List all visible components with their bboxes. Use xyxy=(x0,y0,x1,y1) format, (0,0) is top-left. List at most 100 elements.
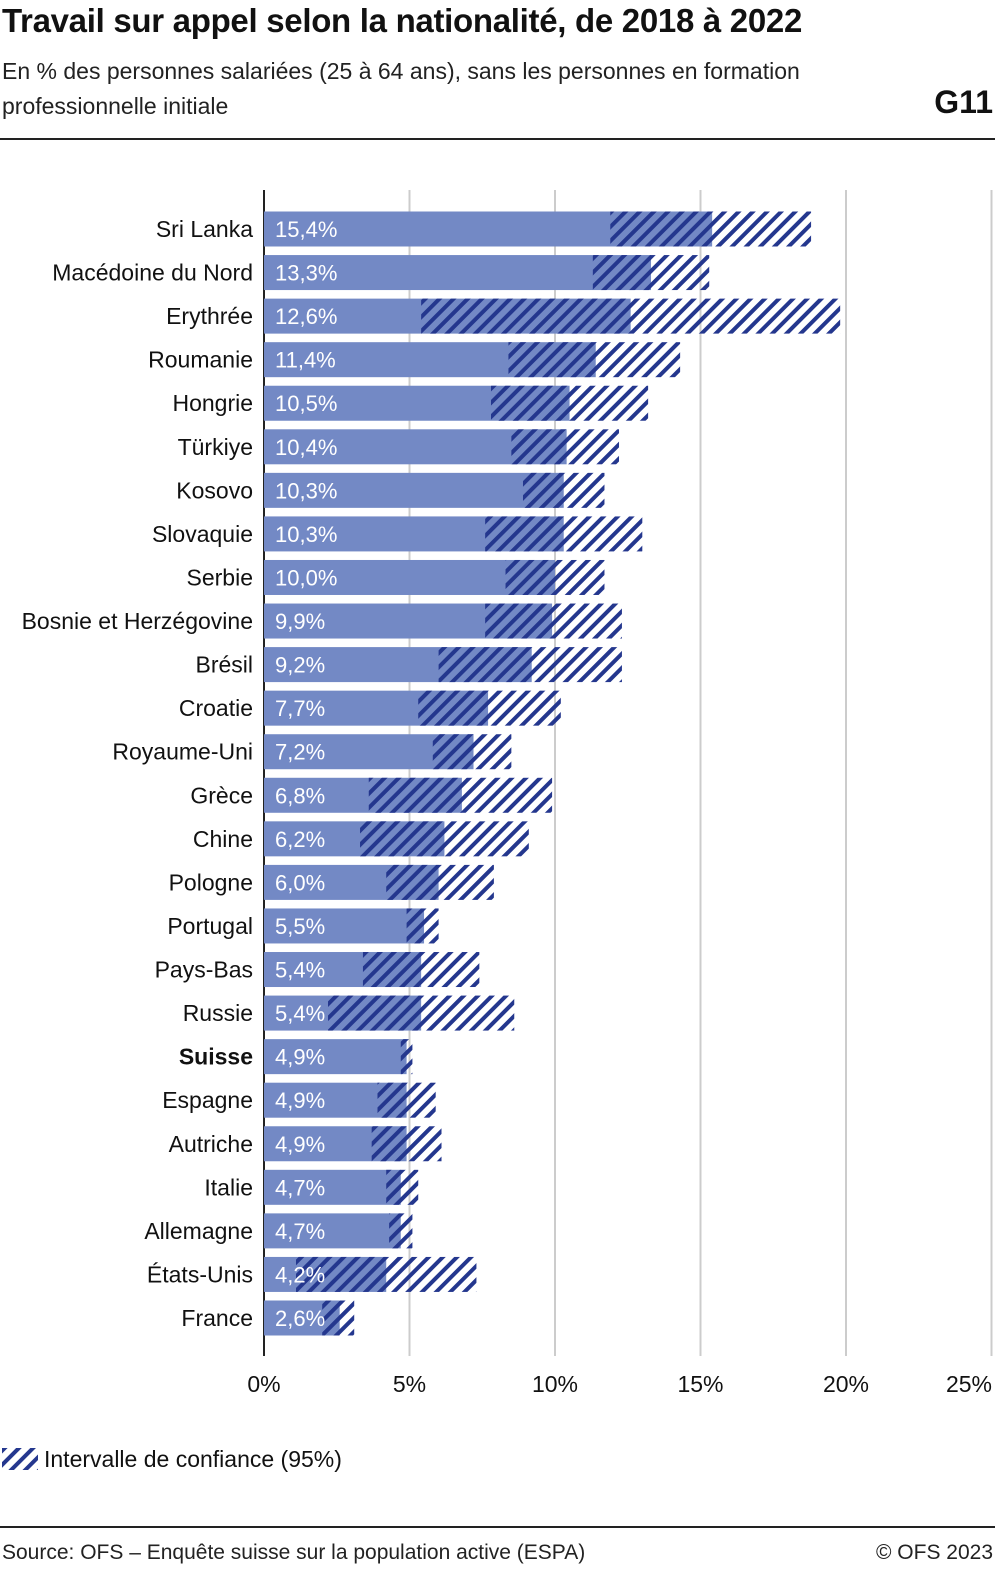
category-label: Serbie xyxy=(187,564,253,590)
data-label: 5,5% xyxy=(275,914,325,939)
data-label: 9,2% xyxy=(275,653,325,678)
data-label: 4,7% xyxy=(275,1175,325,1200)
confidence-interval xyxy=(508,342,681,378)
bar xyxy=(264,1039,407,1075)
x-tick-label: 25% xyxy=(946,1371,992,1397)
hatch-swatch-icon xyxy=(2,1448,38,1470)
data-label: 10,4% xyxy=(275,435,337,460)
category-label: États-Unis xyxy=(147,1261,253,1287)
confidence-interval xyxy=(389,1213,413,1249)
labels: 0% 5% 10% 15% 20% 25% Sri Lanka 15,4% Macédoine … xyxy=(22,216,992,1397)
data-label: 15,4% xyxy=(275,217,337,242)
category-label: France xyxy=(181,1305,253,1331)
data-label: 6,2% xyxy=(275,827,325,852)
legend: Intervalle de confiance (95%) xyxy=(2,1443,342,1475)
category-label: Suisse xyxy=(179,1044,253,1070)
category-label: Türkiye xyxy=(178,434,253,460)
category-label: Croatie xyxy=(179,695,253,721)
bar-chart: 0% 5% 10% 15% 20% 25% Sri Lanka 15,4% Macédoine … xyxy=(22,190,993,1397)
bar xyxy=(264,908,425,944)
category-label: Brésil xyxy=(195,652,253,678)
confidence-interval xyxy=(328,995,515,1031)
category-label: Roumanie xyxy=(148,347,253,373)
confidence-interval xyxy=(438,647,622,683)
category-label: Slovaquie xyxy=(152,521,253,547)
data-label: 5,4% xyxy=(275,958,325,983)
bars xyxy=(264,211,841,1336)
confidence-interval xyxy=(371,1126,442,1162)
data-label: 6,8% xyxy=(275,783,325,808)
confidence-interval xyxy=(522,472,605,508)
category-label: Kosovo xyxy=(176,477,253,503)
data-label: 13,3% xyxy=(275,261,337,286)
category-label: Russie xyxy=(183,1000,253,1026)
data-label: 11,4% xyxy=(275,348,336,373)
confidence-interval xyxy=(418,690,561,726)
legend-label: Intervalle de confiance (95%) xyxy=(44,1445,342,1472)
bar xyxy=(264,255,652,291)
data-label: 4,9% xyxy=(275,1088,325,1113)
x-tick-label: 20% xyxy=(823,1371,869,1397)
confidence-interval xyxy=(485,603,622,639)
source-note: Source: OFS – Enquête suisse sur la popu… xyxy=(2,1541,586,1564)
category-label: Hongrie xyxy=(172,390,253,416)
data-label: 10,3% xyxy=(275,522,337,547)
confidence-interval xyxy=(296,1256,477,1292)
data-label: 4,7% xyxy=(275,1219,325,1244)
x-tick-label: 5% xyxy=(393,1371,426,1397)
category-label: Bosnie et Herzégovine xyxy=(22,608,253,634)
chart-title: Travail sur appel selon la nationalité, … xyxy=(2,2,803,39)
data-label: 4,2% xyxy=(275,1262,325,1287)
footer-divider xyxy=(0,1526,995,1528)
category-label: Espagne xyxy=(162,1087,253,1113)
confidence-interval xyxy=(505,559,605,595)
data-label: 9,9% xyxy=(275,609,325,634)
data-label: 10,0% xyxy=(275,565,337,590)
category-label: Italie xyxy=(204,1174,253,1200)
category-label: Chine xyxy=(193,826,253,852)
confidence-interval xyxy=(386,864,494,900)
confidence-interval xyxy=(377,1082,436,1118)
copyright-note: © OFS 2023 xyxy=(875,1541,993,1564)
confidence-interval xyxy=(485,516,643,552)
bar xyxy=(264,1213,401,1249)
confidence-interval xyxy=(610,211,812,247)
x-tick-label: 15% xyxy=(677,1371,723,1397)
chart-subtitle: En % des personnes salariées (25 à 64 an… xyxy=(2,58,800,119)
confidence-interval xyxy=(432,734,512,770)
category-label: Autriche xyxy=(169,1131,253,1157)
confidence-interval xyxy=(406,908,439,944)
bar xyxy=(264,472,564,508)
category-label: Sri Lanka xyxy=(156,216,253,242)
data-label: 12,6% xyxy=(275,304,337,329)
confidence-interval xyxy=(400,1039,413,1075)
category-label: Pays-Bas xyxy=(155,957,253,983)
data-label: 4,9% xyxy=(275,1132,325,1157)
category-label: Portugal xyxy=(167,913,253,939)
grid-lines xyxy=(263,190,993,1356)
x-tick-label: 10% xyxy=(532,1371,578,1397)
data-label: 5,4% xyxy=(275,1001,325,1026)
header-divider xyxy=(0,138,995,140)
confidence-interval xyxy=(421,298,841,334)
x-tick-label: 0% xyxy=(247,1371,280,1397)
confidence-interval xyxy=(386,1169,419,1205)
confidence-interval xyxy=(511,429,620,465)
category-label: Erythrée xyxy=(166,303,253,329)
data-label: 4,9% xyxy=(275,1045,325,1070)
data-label: 10,5% xyxy=(275,391,337,416)
data-label: 7,7% xyxy=(275,696,325,721)
confidence-interval xyxy=(322,1300,355,1336)
category-label: Royaume-Uni xyxy=(112,739,253,765)
category-label: Grèce xyxy=(190,782,253,808)
category-label: Allemagne xyxy=(144,1218,253,1244)
data-label: 7,2% xyxy=(275,740,325,765)
data-label: 10,3% xyxy=(275,478,337,503)
confidence-interval xyxy=(368,777,553,813)
category-label: Pologne xyxy=(169,869,253,895)
data-label: 6,0% xyxy=(275,870,325,895)
confidence-interval xyxy=(490,385,649,421)
confidence-interval xyxy=(360,821,529,857)
chart-code: G11 xyxy=(934,84,993,120)
confidence-interval xyxy=(592,255,710,291)
